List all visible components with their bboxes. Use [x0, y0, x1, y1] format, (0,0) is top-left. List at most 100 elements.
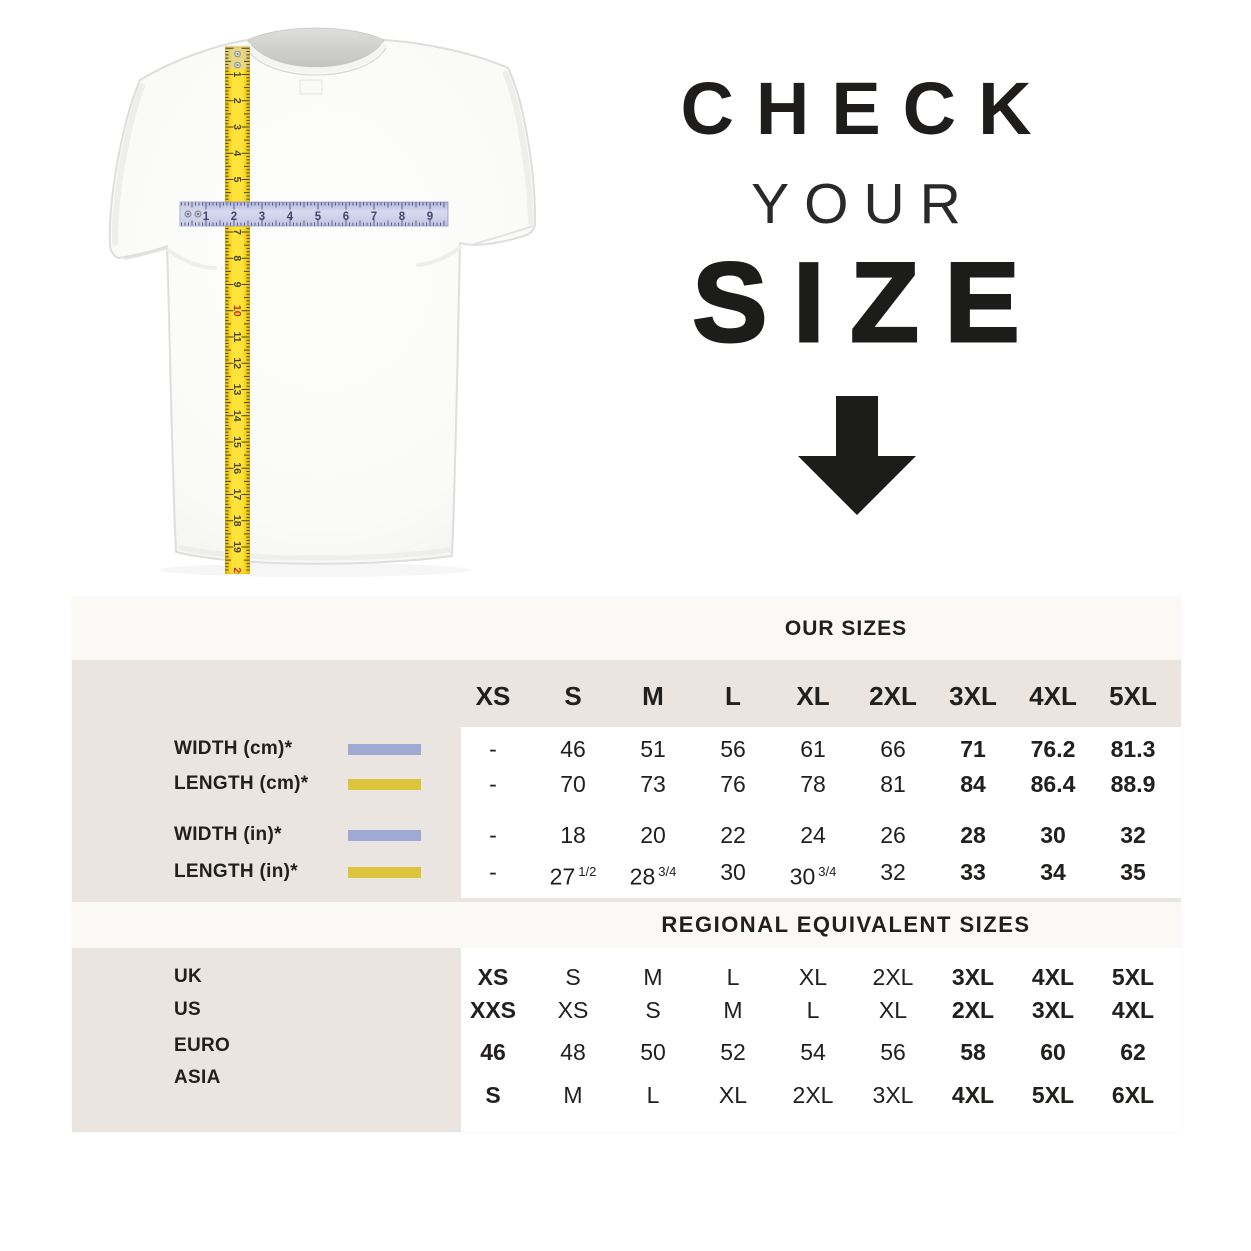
- headline-size: SIZE: [691, 240, 1046, 365]
- tape-color-swatch: [348, 743, 421, 755]
- size-cell: 32: [880, 859, 906, 885]
- column-header-5xl: 5XL: [1109, 681, 1157, 711]
- column-header-xs: XS: [475, 681, 511, 711]
- column-header-l: L: [725, 681, 741, 711]
- size-cell: 78: [800, 771, 826, 797]
- size-cell: 4XL: [1031, 964, 1075, 990]
- size-cell: 73: [640, 771, 666, 797]
- fraction: 3/4: [818, 864, 837, 879]
- size-cell: XXS: [469, 997, 517, 1023]
- region-label-us: US: [174, 999, 201, 1020]
- down-arrow-icon: [798, 396, 916, 515]
- svg-text:5: 5: [315, 211, 322, 223]
- svg-text:18: 18: [231, 515, 243, 527]
- size-cell: 24: [800, 822, 826, 848]
- svg-text:13: 13: [231, 384, 243, 396]
- size-cell: 30 3/4: [789, 863, 837, 890]
- fraction: 1/2: [578, 864, 597, 879]
- vertical-tape-ticks: [225, 47, 250, 571]
- size-cell: 46: [560, 736, 586, 762]
- svg-text:7: 7: [371, 211, 377, 223]
- svg-text:14: 14: [231, 410, 243, 422]
- regional-data-panel: [461, 948, 1181, 1132]
- size-cell: 30: [720, 859, 746, 885]
- fraction: 3/4: [658, 864, 677, 879]
- size-cell: 58: [960, 1039, 986, 1065]
- size-cell: 30: [1040, 822, 1066, 848]
- regional-sizes-title: REGIONAL EQUIVALENT SIZES: [661, 912, 1031, 937]
- svg-text:9: 9: [427, 211, 433, 223]
- size-cell: XL: [878, 997, 908, 1023]
- size-cell: 60: [1040, 1039, 1066, 1065]
- shirt-shadow: [160, 563, 470, 577]
- svg-text:6: 6: [343, 211, 349, 223]
- headline-check: CHECK: [680, 67, 1054, 150]
- size-cell: 6XL: [1111, 1082, 1155, 1108]
- size-cell: L: [726, 964, 740, 990]
- size-cell: 5XL: [1111, 964, 1155, 990]
- svg-text:19: 19: [231, 541, 243, 553]
- size-cell: 22: [720, 822, 746, 848]
- size-cell: 26: [880, 822, 906, 848]
- size-cell: 76: [720, 771, 746, 797]
- size-cell: 86.4: [1030, 771, 1076, 797]
- svg-text:4: 4: [231, 150, 243, 156]
- svg-text:4: 4: [287, 211, 294, 223]
- our-sizes-body: XS S M L XL 2XL 3XL 4XL 5XL WIDTH (cm)* - 46 51 56 61…: [72, 660, 1181, 902]
- regional-header-band: REGIONAL EQUIVALENT SIZES: [72, 902, 1181, 948]
- neck-tag: [299, 79, 323, 95]
- tape-color-swatch: [348, 866, 421, 878]
- size-cell: 2XL: [951, 997, 995, 1023]
- svg-text:12: 12: [231, 357, 243, 369]
- size-cell: 4XL: [951, 1082, 995, 1108]
- size-cell: S: [485, 1082, 501, 1108]
- size-cell: 20: [640, 822, 666, 848]
- size-cell: 52: [720, 1039, 746, 1065]
- size-cell: XS: [557, 997, 589, 1023]
- size-cell: -: [489, 736, 497, 762]
- size-cell: 35: [1120, 859, 1146, 885]
- size-cell: 70: [560, 771, 586, 797]
- tshirt-illustration: 1234567891011121314151617181920 12345678…: [108, 27, 537, 577]
- svg-text:5: 5: [231, 177, 243, 183]
- size-cell: 51: [640, 736, 666, 762]
- size-cell: -: [489, 771, 497, 797]
- svg-text:9: 9: [231, 282, 243, 288]
- size-cell: -: [489, 859, 497, 885]
- region-label-asia: ASIA: [174, 1067, 221, 1088]
- column-header-m: M: [642, 681, 664, 711]
- size-cell: -: [489, 822, 497, 848]
- region-label-euro: EURO: [174, 1035, 231, 1056]
- size-table: OUR SIZES XS S M L XL 2XL 3XL 4XL 5XL WIDTH (cm)…: [72, 597, 1181, 1132]
- size-cell: L: [806, 997, 820, 1023]
- size-cell: 32: [1120, 822, 1146, 848]
- column-header-2xl: 2XL: [869, 681, 917, 711]
- size-cell: 71: [960, 736, 986, 762]
- svg-text:10: 10: [231, 305, 243, 317]
- size-cell: 3XL: [951, 964, 995, 990]
- size-cell: 84: [960, 771, 986, 797]
- regional-body: UK XS S M L XL 2XL 3XL 4XL 5XL US XXS XS S M L XL 2XL 3XL 4…: [72, 948, 1181, 1132]
- tape-color-swatch: [348, 829, 421, 841]
- size-cell: 81.3: [1110, 736, 1156, 762]
- svg-text:3: 3: [231, 124, 243, 130]
- row-label-width-in: WIDTH (in)*: [174, 824, 282, 845]
- tshirt-graphic: [108, 27, 537, 565]
- tape-color-swatch: [348, 778, 421, 790]
- size-cell: M: [563, 1082, 583, 1108]
- size-cell: 2XL: [872, 964, 914, 990]
- svg-text:16: 16: [231, 462, 243, 474]
- size-cell: M: [643, 964, 663, 990]
- column-header-3xl: 3XL: [949, 681, 997, 711]
- size-cell: 2XL: [792, 1082, 834, 1108]
- svg-text:1: 1: [231, 72, 243, 78]
- svg-text:2: 2: [231, 98, 243, 104]
- size-cell: 50: [640, 1039, 666, 1065]
- svg-text:1: 1: [203, 211, 210, 223]
- headline: CHECK YOUR SIZE: [640, 67, 1072, 365]
- row-label-width-cm: WIDTH (cm)*: [174, 738, 293, 759]
- region-label-uk: UK: [174, 966, 203, 987]
- size-cell: 27 1/2: [549, 863, 597, 890]
- size-cell: 3XL: [1031, 997, 1075, 1023]
